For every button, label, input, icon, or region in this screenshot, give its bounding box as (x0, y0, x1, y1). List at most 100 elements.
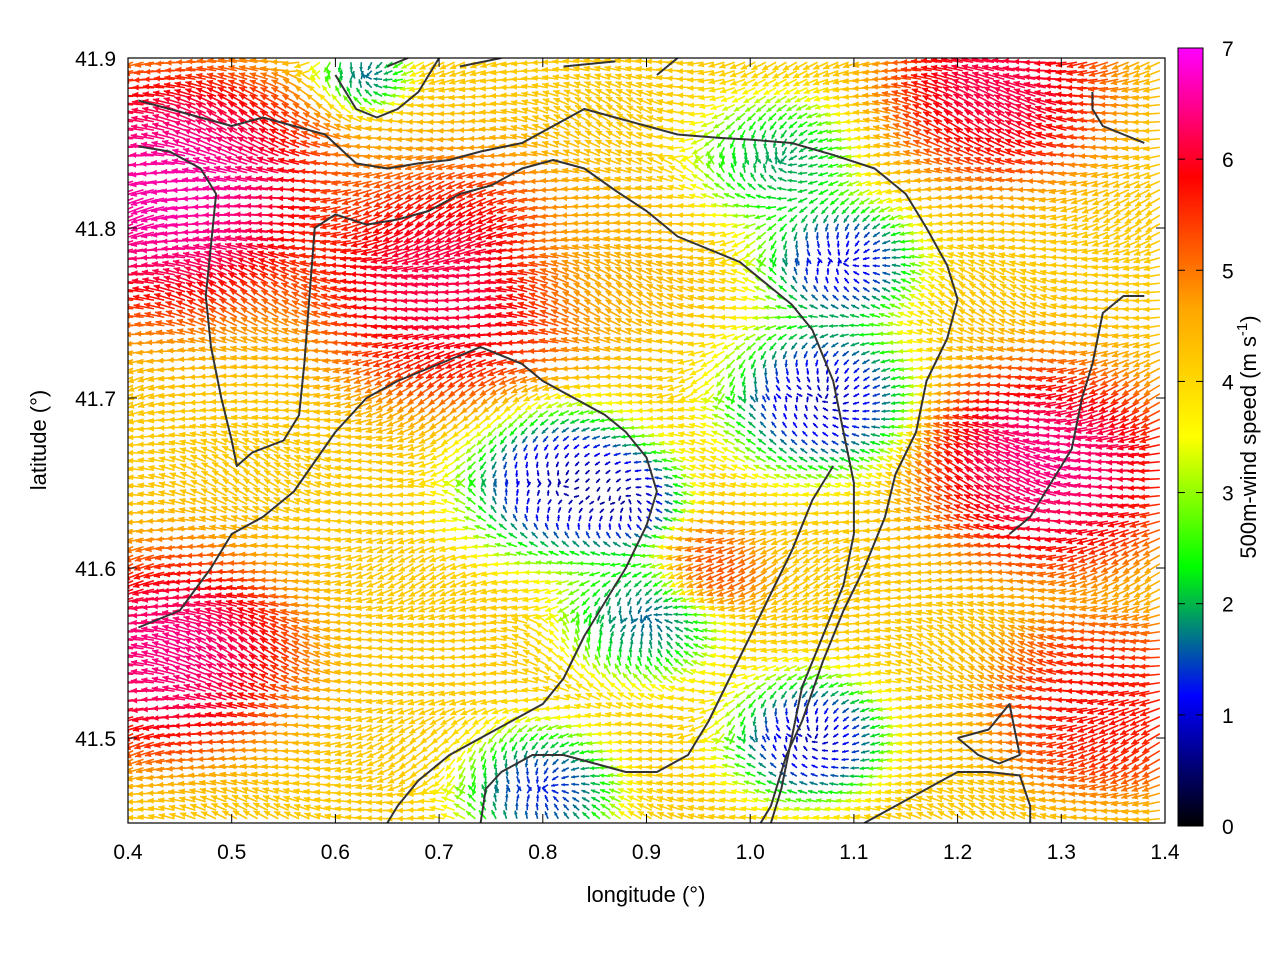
wind-vector (216, 258, 237, 267)
wind-vector (443, 470, 455, 477)
wind-vector (481, 488, 486, 496)
wind-vector (393, 71, 403, 75)
wind-vector (468, 488, 476, 496)
wind-vector (184, 266, 205, 274)
wind-vector (493, 793, 497, 802)
wind-vector (455, 462, 465, 470)
wind-vector (152, 658, 175, 666)
wind-vector (173, 130, 195, 139)
wind-vector (184, 674, 206, 683)
wind-vector (184, 138, 206, 147)
wind-vector (403, 351, 423, 359)
wind-vector (501, 514, 506, 521)
wind-vector (176, 292, 196, 301)
wind-vector (152, 649, 175, 657)
wind-vector (488, 734, 496, 744)
wind-vector (485, 534, 496, 539)
wind-vector (489, 436, 496, 445)
wind-vector (131, 256, 154, 262)
wind-vector (174, 267, 196, 275)
wind-vector (487, 524, 496, 529)
wind-vector (185, 104, 206, 114)
wind-vector (141, 604, 164, 610)
wind-vector-layer (110, 57, 1160, 823)
wind-vector (489, 515, 496, 522)
wind-vector (383, 85, 393, 89)
wind-vector (465, 507, 475, 513)
wind-vector (121, 264, 144, 270)
wind-vector (204, 147, 226, 156)
wind-vector (493, 552, 506, 557)
wind-vector (153, 114, 175, 122)
wind-vector (110, 164, 134, 170)
wind-vector (453, 436, 465, 445)
wind-vector (495, 543, 507, 548)
wind-vector (374, 71, 382, 75)
wind-vector (185, 274, 206, 283)
wind-vector (110, 689, 133, 695)
wind-vector (110, 249, 133, 256)
wind-vector (194, 147, 216, 156)
wind-vector (165, 741, 186, 747)
wind-vector (467, 802, 475, 810)
wind-vector (349, 62, 353, 71)
wind-vector (216, 682, 237, 691)
wind-vector (486, 419, 496, 429)
wind-vector (454, 795, 465, 802)
wind-vector (468, 794, 476, 802)
wind-vector (492, 496, 496, 504)
wind-vector (165, 292, 185, 300)
wind-vector (504, 802, 508, 810)
wind-vector (384, 71, 393, 75)
wind-vector (368, 62, 372, 70)
wind-vector (503, 810, 507, 818)
wind-vector (357, 88, 362, 96)
wind-vector (140, 171, 164, 177)
wind-vector (492, 810, 496, 819)
wind-vector (466, 215, 486, 225)
wind-vector (465, 436, 475, 445)
wind-vector (339, 104, 351, 113)
wind-vector (163, 113, 185, 122)
wind-vector (173, 675, 195, 683)
wind-vector (443, 734, 455, 744)
wind-vector (165, 563, 186, 569)
wind-vector (476, 428, 486, 437)
wind-vector (206, 673, 227, 683)
wind-vector (359, 62, 363, 71)
wind-vector (163, 640, 185, 649)
wind-vector (463, 725, 475, 735)
wind-vector (299, 159, 319, 165)
wind-vector (216, 614, 237, 623)
wind-vector (110, 257, 133, 263)
wind-vector (163, 131, 185, 139)
wind-vector (493, 488, 497, 496)
wind-vector (366, 81, 372, 87)
wind-vector (237, 257, 257, 266)
wind-vector (504, 759, 508, 768)
wind-vector (134, 70, 154, 76)
wind-vector (366, 71, 372, 77)
wind-vector (227, 682, 248, 691)
wind-vector (163, 648, 185, 657)
wind-vector (227, 673, 247, 683)
wind-vector (466, 811, 475, 819)
wind-vector (478, 506, 486, 513)
wind-vector (491, 505, 496, 512)
wind-vector (349, 79, 353, 88)
wind-vector (141, 248, 164, 254)
wind-vector (195, 266, 216, 275)
wind-vector (130, 162, 154, 168)
wind-vector (476, 515, 485, 521)
wind-vector (477, 436, 486, 445)
wind-vector (152, 122, 174, 130)
wind-vector (467, 497, 476, 504)
wind-vector (131, 697, 154, 703)
wind-vector (173, 139, 196, 147)
wind-vector (506, 776, 509, 784)
wind-vector (493, 802, 497, 811)
wind-vector (142, 706, 165, 712)
wind-vector (501, 742, 506, 752)
